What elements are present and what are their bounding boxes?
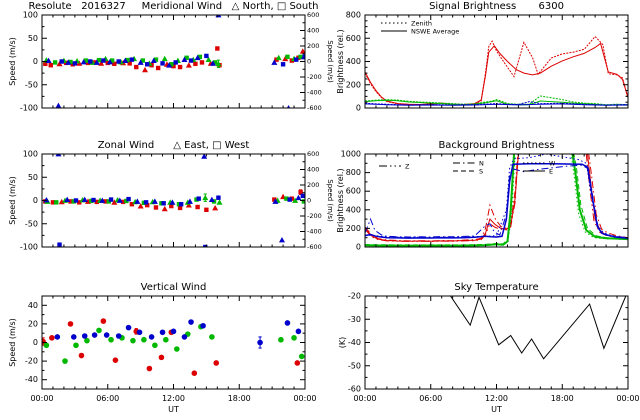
- zonal-wind-right-ytick-label: 400: [307, 166, 319, 174]
- sky-temperature-title: Sky Temperature: [454, 282, 538, 293]
- vertical-wind-ytick-label: 20: [28, 319, 38, 328]
- panel-sky-temperature: -20 -30 -40 -50 -60 (K) Sky Temperature 00:00 06…: [338, 282, 640, 414]
- background-brightness-ytick-label: 0: [356, 243, 361, 252]
- meridional-wind-right-ytick-label: -600: [307, 104, 322, 112]
- panel-meridional-wind: 100 50 0 -50 -100 600 400 200 0 -200 -400 -600 Speed…: [8, 1, 334, 113]
- background-brightness-ytick-label: 800: [346, 168, 361, 177]
- zonal-wind-right-ytick-label: 0: [307, 197, 311, 205]
- zonal-wind-y-axis-label: Speed (m/s): [8, 176, 17, 225]
- signal-brightness-ytick-label: 200: [346, 80, 361, 89]
- sky-temperature-ytick-label: -50: [348, 361, 361, 370]
- zonal-wind-right-ytick-label: 200: [307, 181, 319, 189]
- background-brightness-ytick-label: 200: [346, 224, 361, 233]
- background-brightness-legend-label: Z: [405, 163, 410, 171]
- signal-brightness-legend-label: NSWE Average: [411, 28, 459, 36]
- zonal-wind-ytick-label: 50: [28, 173, 38, 182]
- meridional-wind-ytick-label: -50: [25, 80, 38, 89]
- sky-temperature-y-axis-label: (K): [338, 337, 347, 349]
- signal-brightness-ytick-label: 0: [356, 104, 361, 113]
- background-brightness-legend-label: E: [549, 168, 553, 176]
- signal-brightness-ytick-label: 400: [346, 57, 361, 66]
- zonal-wind-right-axis-label: Speed (m/s): [326, 179, 334, 222]
- vertical-wind-y-axis-label: Speed (m/s): [8, 318, 17, 367]
- vertical-wind-ytick-label: -20: [25, 357, 38, 366]
- sky-temperature-ytick-label: -60: [348, 385, 361, 394]
- zonal-wind-ytick-label: 0: [33, 196, 38, 205]
- meridional-wind-right-ytick-label: 0: [307, 58, 311, 66]
- panel-vertical-wind: 40 20 0 -20 -40 Speed (m/s) Vertical Wind 00:00…: [8, 282, 317, 414]
- vertical-wind-title: Vertical Wind: [141, 282, 207, 293]
- meridional-wind-ytick-label: 100: [23, 11, 38, 20]
- vertical-wind-x-axis-label: UT: [168, 405, 179, 414]
- background-brightness-title: Background Brightness: [438, 140, 554, 151]
- signal-brightness-title: Signal Brightness 6300: [429, 1, 564, 12]
- meridional-wind-y-axis-label: Speed (m/s): [8, 37, 17, 86]
- meridional-wind-right-axis-label: Speed (m/s): [326, 40, 334, 83]
- background-brightness-ytick-label: 1000: [341, 150, 361, 159]
- vertical-wind-ytick-label: -40: [25, 375, 38, 384]
- zonal-wind-right-ytick-label: -400: [307, 228, 322, 236]
- panel-zonal-wind: 100 50 0 -50 -100 600 400 200 0 -200 -400 -600 Speed…: [8, 140, 334, 252]
- background-brightness-ytick-label: 400: [346, 205, 361, 214]
- vertical-wind-ytick-label: 40: [28, 301, 38, 310]
- zonal-wind-right-ytick-label: -600: [307, 243, 322, 251]
- sky-temperature-xtick-label: 06:00: [419, 394, 442, 403]
- background-brightness-ytick-label: 600: [346, 187, 361, 196]
- zonal-wind-title: Zonal Wind △ East, □ West: [98, 140, 250, 151]
- meridional-wind-right-ytick-label: 400: [307, 27, 319, 35]
- meridional-wind-ytick-label: 0: [33, 57, 38, 66]
- sky-temperature-ytick-label: -30: [348, 315, 361, 324]
- signal-brightness-legend-label: Zenith: [411, 20, 432, 28]
- background-brightness-legend-label: S: [479, 168, 483, 176]
- sky-temperature-xtick-label: 00:00: [616, 394, 639, 403]
- meridional-wind-right-ytick-label: -200: [307, 73, 322, 81]
- sky-temperature-xtick-label: 00:00: [353, 394, 376, 403]
- panel-background-brightness: 0 200 400 600 800 1000 Brightness (rel.) Backgr…: [336, 140, 629, 252]
- background-brightness-legend-label: W: [549, 160, 556, 168]
- zonal-wind-ytick-label: -50: [25, 219, 38, 228]
- zonal-wind-right-ytick-label: 600: [307, 150, 319, 158]
- background-brightness-y-axis-label: Brightness (rel.): [336, 168, 345, 232]
- vertical-wind-xtick-label: 18:00: [228, 394, 251, 403]
- sky-temperature-ytick-label: -20: [348, 292, 361, 301]
- signal-brightness-ytick-label: 800: [346, 11, 361, 20]
- background-brightness-legend-label: N: [479, 160, 484, 168]
- vertical-wind-ytick-label: 0: [33, 338, 38, 347]
- meridional-wind-ytick-label: 50: [28, 34, 38, 43]
- vertical-wind-xtick-label: 06:00: [96, 394, 119, 403]
- vertical-wind-xtick-label: 12:00: [162, 394, 185, 403]
- meridional-wind-right-ytick-label: 200: [307, 42, 319, 50]
- zonal-wind-ytick-label: 100: [23, 150, 38, 159]
- meridional-wind-title: Resolute 2016327 Meridional Wind △ North…: [28, 1, 318, 12]
- sky-temperature-xtick-label: 12:00: [485, 394, 508, 403]
- meridional-wind-ytick-label: -100: [20, 104, 38, 113]
- meridional-wind-right-ytick-label: 600: [307, 11, 319, 19]
- zonal-wind-ytick-label: -100: [20, 243, 38, 252]
- vertical-wind-xtick-label: 00:00: [293, 394, 316, 403]
- sky-temperature-x-axis-label: UT: [491, 405, 502, 414]
- zonal-wind-right-ytick-label: -200: [307, 212, 322, 220]
- signal-brightness-y-axis-label: Brightness (rel.): [336, 29, 345, 93]
- sky-temperature-xtick-label: 18:00: [551, 394, 574, 403]
- vertical-wind-xtick-label: 00:00: [30, 394, 53, 403]
- sky-temperature-ytick-label: -40: [348, 338, 361, 347]
- meridional-wind-right-ytick-label: -400: [307, 89, 322, 97]
- signal-brightness-ytick-label: 600: [346, 34, 361, 43]
